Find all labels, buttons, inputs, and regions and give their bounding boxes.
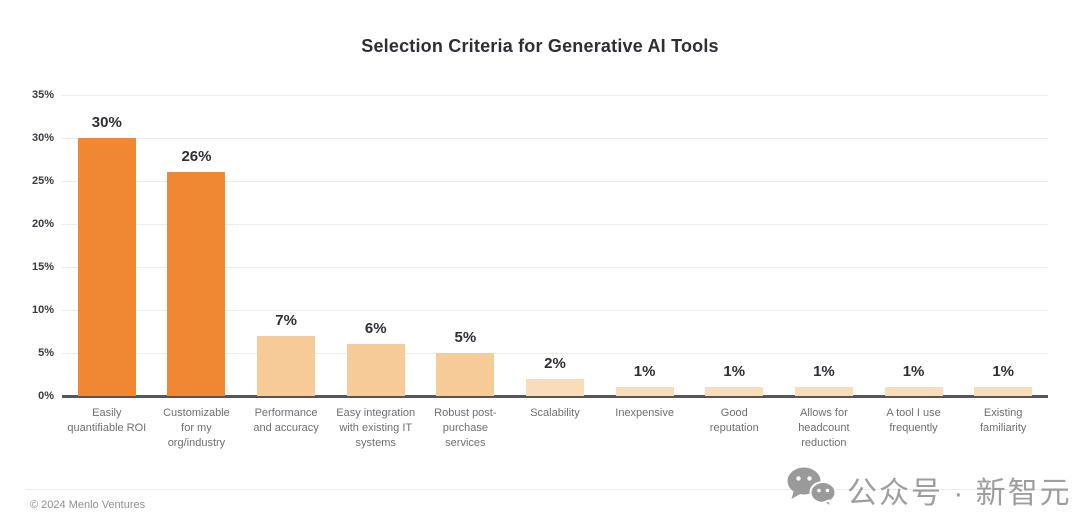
wechat-icon — [785, 466, 837, 513]
footer-divider — [26, 489, 1060, 490]
bar-value-label: 7% — [275, 311, 297, 329]
gridline-10 — [62, 310, 1048, 311]
x-axis-category-label: Easy integration with existing IT system… — [336, 407, 416, 449]
bar-8 — [705, 387, 764, 396]
watermark: 公众号 · 新智元 — [785, 466, 1072, 513]
gridline-35 — [62, 95, 1048, 96]
bar-4 — [346, 344, 405, 396]
y-axis-tick-label: 5% — [38, 347, 54, 359]
x-axis-category-label: Good reputation — [709, 407, 759, 434]
y-axis-tick-label: 0% — [38, 390, 54, 402]
bar-11 — [974, 387, 1033, 396]
bar-9 — [794, 387, 853, 396]
bar-10 — [884, 387, 943, 396]
bar-3 — [257, 335, 316, 396]
bar-value-label: 1% — [902, 363, 925, 381]
bar-value-label: 30% — [91, 114, 122, 131]
gridline-5 — [62, 353, 1048, 354]
copyright-text: © 2024 Menlo Ventures — [30, 499, 146, 511]
bar-value-label: 26% — [181, 148, 212, 166]
bar-value-label: 1% — [813, 363, 835, 381]
y-axis-tick-label: 25% — [31, 175, 54, 187]
x-axis-category-label: Performance and accuracy — [253, 407, 319, 434]
x-axis-category-label: Existing familiarity — [979, 407, 1027, 434]
x-axis-category-label: Allows for headcount reduction — [798, 407, 850, 449]
gridline-15 — [62, 267, 1048, 268]
watermark-text: 公众号 · 新智元 — [847, 476, 1072, 510]
bar-5 — [436, 353, 495, 396]
gridline-30 — [62, 138, 1048, 139]
gridline-20 — [62, 224, 1048, 225]
bar-value-label: 2% — [544, 354, 566, 372]
x-axis-category-label: Inexpensive — [615, 407, 674, 419]
x-axis-line — [62, 395, 1048, 398]
y-axis-tick-label: 30% — [31, 132, 54, 144]
x-axis-category-label: Customizable for my org/industry — [163, 407, 230, 449]
bar-value-label: 5% — [454, 329, 477, 346]
bar-2 — [167, 172, 226, 396]
bar-value-label: 1% — [723, 363, 746, 381]
y-axis-tick-label: 35% — [31, 89, 54, 101]
gridline-25 — [62, 181, 1048, 182]
x-axis-category-label: Scalability — [530, 407, 580, 419]
bar-7 — [615, 387, 674, 396]
chart-title: Selection Criteria for Generative AI Too… — [361, 36, 719, 56]
bar-6 — [526, 378, 584, 396]
y-axis-tick-label: 10% — [31, 304, 54, 316]
bar-1 — [77, 138, 136, 396]
bar-value-label: 1% — [633, 363, 656, 381]
x-axis-category-label: A tool I use frequently — [886, 407, 941, 434]
y-axis-tick-label: 15% — [31, 261, 54, 273]
y-axis-tick-label: 20% — [31, 218, 54, 230]
bar-value-label: 6% — [364, 320, 387, 338]
bar-value-label: 1% — [992, 363, 1015, 381]
x-axis-category-label: Robust post- purchase services — [434, 407, 497, 449]
x-axis-category-label: Easily quantifiable ROI — [67, 407, 147, 434]
